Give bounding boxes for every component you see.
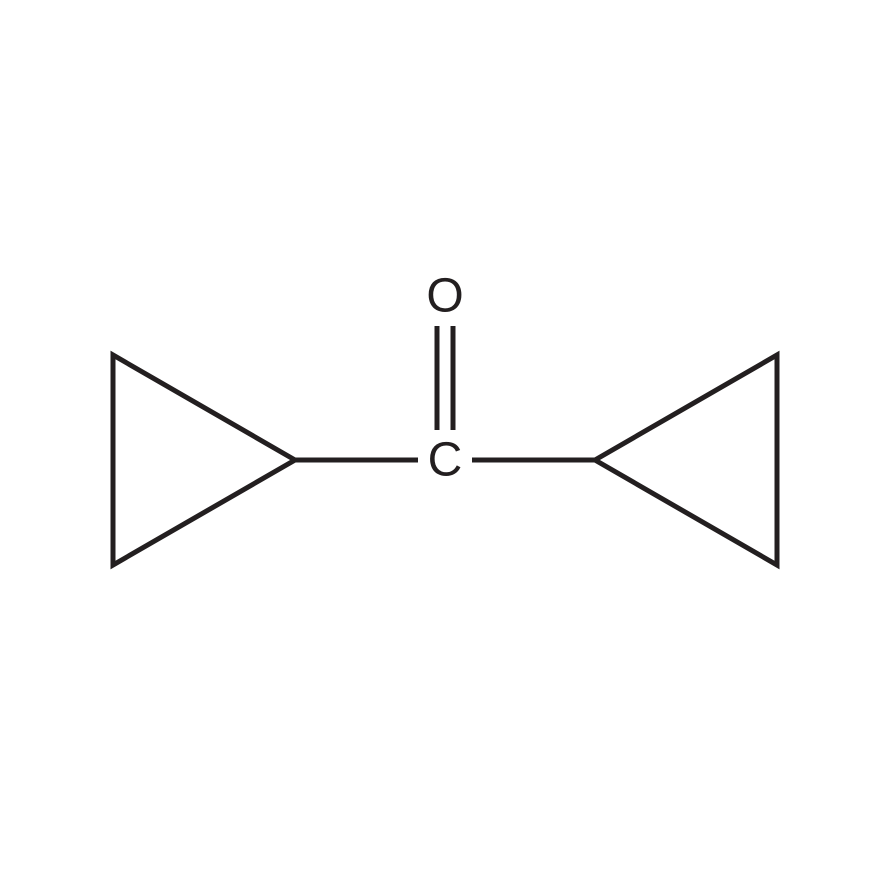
oxygen-atom-label: O: [426, 270, 463, 323]
cyclopropyl-left: [113, 355, 295, 565]
chemical-structure-diagram: O C: [0, 0, 890, 890]
cyclopropyl-right: [595, 355, 777, 565]
structure-svg: O C: [0, 0, 890, 890]
carbon-atom-label: C: [428, 434, 463, 487]
